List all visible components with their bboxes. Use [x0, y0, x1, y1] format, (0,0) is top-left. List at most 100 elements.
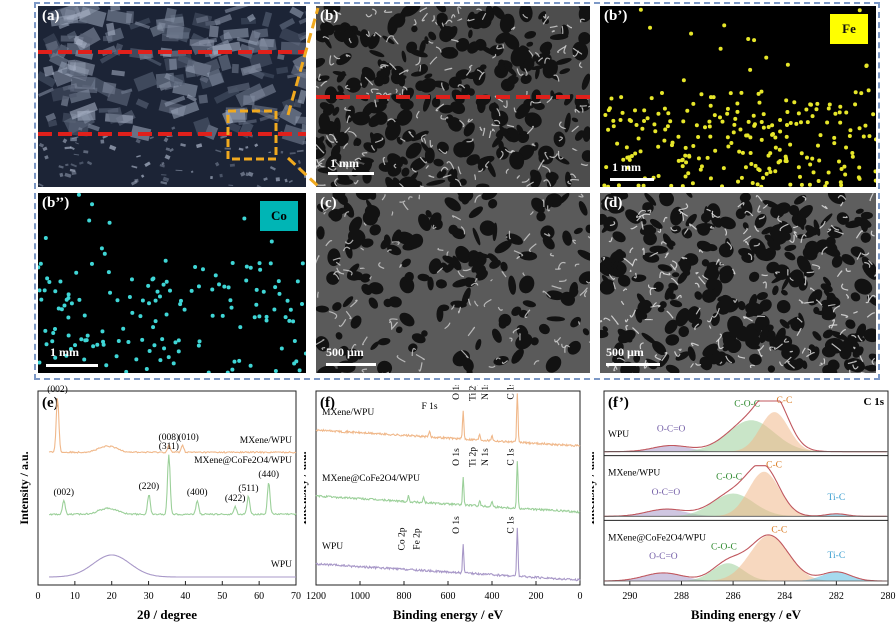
texture-flake: [131, 165, 138, 169]
sem-wall: [399, 137, 406, 142]
scale-bar-label: 500 μm: [326, 345, 364, 359]
sem-wall: [502, 100, 508, 109]
eds-dot: [681, 78, 686, 83]
sem-wall: [450, 14, 456, 19]
sem-pore: [353, 163, 367, 174]
sem-pore: [577, 249, 590, 261]
eds-dot: [873, 178, 876, 183]
sem-wall: [622, 288, 628, 292]
sem-pore: [553, 131, 566, 148]
sem-wall: [385, 35, 395, 43]
x-tick-label: 20: [107, 591, 117, 602]
sem-wall: [436, 267, 444, 274]
sem-wall: [366, 92, 369, 95]
eds-dot: [77, 297, 82, 302]
sem-wall: [631, 258, 638, 267]
sem-wall: [531, 143, 536, 147]
texture-flake: [192, 12, 213, 29]
sem-wall: [361, 368, 368, 373]
eds-dot: [728, 91, 733, 96]
texture-flake: [215, 149, 222, 153]
eds-dot: [106, 270, 111, 275]
sem-pore: [664, 239, 676, 247]
texture-flake: [240, 63, 262, 76]
eds-dot: [87, 218, 92, 223]
component-label: C-C: [771, 525, 787, 535]
eds-dot: [620, 110, 625, 115]
eds-dot: [58, 279, 63, 284]
texture-flake: [64, 172, 72, 178]
sem-wall: [411, 167, 417, 173]
eds-dot: [178, 302, 183, 307]
eds-dot: [189, 288, 194, 293]
sem-wall: [482, 127, 486, 137]
x-tick-label: 1000: [350, 591, 370, 602]
sem-wall: [360, 247, 365, 251]
sem-wall: [379, 65, 386, 69]
sem-wall: [343, 161, 348, 170]
texture-flake: [69, 168, 76, 173]
sem-pore: [843, 359, 853, 371]
eds-dot: [815, 101, 820, 106]
texture-flake: [288, 179, 293, 183]
eds-dot: [720, 184, 725, 187]
eds-dot: [668, 119, 673, 124]
texture-flake: [259, 110, 286, 122]
sem-wall: [374, 31, 382, 38]
zoom-box: [226, 109, 278, 161]
sem-wall: [577, 321, 580, 325]
sem-pore: [325, 152, 342, 170]
eds-dot: [815, 143, 820, 148]
sem-pore: [678, 326, 690, 338]
peak-label: F 1s: [422, 402, 438, 412]
eds-dot: [871, 112, 876, 117]
sem-wall: [558, 136, 563, 142]
eds-dot: [768, 151, 773, 156]
series-name: MXene/WPU: [322, 408, 374, 418]
sem-pore: [748, 344, 761, 350]
sem-pore: [562, 230, 573, 246]
eds-dot: [759, 119, 764, 124]
eds-dot: [680, 184, 685, 187]
sem-pore: [522, 300, 536, 308]
sem-wall: [719, 262, 724, 266]
eds-dot: [618, 117, 623, 122]
texture-flake: [219, 173, 223, 178]
sem-wall: [510, 26, 516, 31]
eds-dot: [853, 90, 858, 95]
sem-pore: [519, 275, 535, 294]
panel-b-sem: (b) 1 mm: [316, 6, 590, 187]
sem-wall: [537, 57, 544, 62]
eds-dot: [759, 89, 764, 94]
texture-flake: [171, 126, 176, 130]
texture-flake: [149, 136, 154, 140]
texture-flake: [213, 86, 240, 104]
eds-dot: [823, 184, 828, 187]
x-tick-label: 70: [291, 591, 301, 602]
sem-wall: [457, 270, 465, 278]
sem-pore: [367, 33, 380, 50]
eds-dot: [708, 103, 713, 108]
sem-wall: [345, 310, 352, 320]
sem-wall: [845, 293, 849, 299]
texture-flake: [196, 143, 203, 149]
eds-dot: [683, 145, 688, 150]
sem-wall: [779, 361, 784, 367]
sem-wall: [688, 223, 697, 230]
sem-wall: [639, 342, 644, 350]
sem-pore: [633, 354, 641, 363]
sem-figure-frame: [34, 2, 880, 380]
sem-pore: [427, 276, 434, 291]
eds-dot: [691, 144, 696, 149]
sem-wall: [553, 74, 560, 82]
eds-dot: [606, 127, 611, 132]
sem-wall: [652, 302, 658, 307]
eds-dot: [708, 134, 713, 139]
eds-dot: [708, 176, 713, 181]
eds-dot: [837, 159, 842, 164]
texture-flake: [73, 153, 80, 156]
scale-bar: [610, 178, 654, 181]
texture-flake: [177, 54, 196, 67]
sem-wall: [382, 92, 389, 101]
scale-bar: [46, 364, 98, 367]
